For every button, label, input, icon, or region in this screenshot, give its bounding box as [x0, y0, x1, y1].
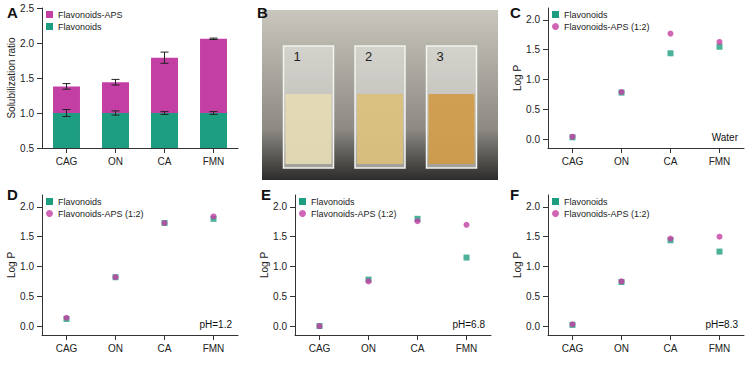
svg-text:FMN: FMN [203, 156, 225, 167]
svg-text:Flavonoids: Flavonoids [311, 197, 355, 207]
svg-text:2.0: 2.0 [526, 201, 540, 212]
svg-text:F: F [510, 186, 519, 203]
svg-text:B: B [257, 4, 268, 21]
svg-text:2.0: 2.0 [20, 201, 34, 212]
svg-text:CA: CA [664, 343, 678, 354]
svg-text:1.5: 1.5 [20, 73, 34, 84]
svg-text:Flavonoids-APS (1:2): Flavonoids-APS (1:2) [564, 209, 650, 219]
svg-text:1.0: 1.0 [526, 74, 540, 85]
svg-text:CA: CA [411, 343, 425, 354]
svg-text:Flavonoids-APS (1:2): Flavonoids-APS (1:2) [58, 209, 144, 219]
svg-text:CA: CA [664, 156, 678, 167]
svg-text:1.0: 1.0 [526, 261, 540, 272]
svg-text:CAG: CAG [309, 343, 331, 354]
svg-text:ON: ON [614, 156, 629, 167]
svg-text:CA: CA [158, 343, 172, 354]
svg-text:Flavonoids-APS (1:2): Flavonoids-APS (1:2) [311, 209, 397, 219]
svg-text:D: D [7, 186, 18, 203]
svg-text:0.0: 0.0 [20, 321, 34, 332]
svg-text:ON: ON [108, 343, 123, 354]
svg-text:CAG: CAG [562, 156, 584, 167]
svg-text:Flavonoids: Flavonoids [564, 10, 608, 20]
svg-text:1.0: 1.0 [20, 108, 34, 119]
svg-text:2.0: 2.0 [20, 38, 34, 49]
svg-text:CA: CA [158, 156, 172, 167]
svg-text:FMN: FMN [203, 343, 225, 354]
svg-text:0.5: 0.5 [526, 104, 540, 115]
svg-text:1.0: 1.0 [20, 261, 34, 272]
svg-text:0.0: 0.0 [526, 321, 540, 332]
svg-text:0.5: 0.5 [20, 291, 34, 302]
svg-text:Solubilization ratio: Solubilization ratio [6, 37, 17, 119]
svg-text:pH=1.2: pH=1.2 [199, 319, 232, 330]
svg-text:1.5: 1.5 [20, 231, 34, 242]
svg-text:Water: Water [712, 132, 739, 143]
svg-text:1.5: 1.5 [273, 231, 287, 242]
svg-text:3: 3 [437, 49, 444, 64]
svg-text:CAG: CAG [56, 343, 78, 354]
svg-text:Flavonoids-APS: Flavonoids-APS [58, 10, 123, 20]
svg-text:0.0: 0.0 [273, 321, 287, 332]
svg-text:FMN: FMN [456, 343, 478, 354]
svg-text:pH=6.8: pH=6.8 [452, 319, 485, 330]
svg-text:0.0: 0.0 [526, 134, 540, 145]
svg-text:1.5: 1.5 [526, 44, 540, 55]
svg-text:ON: ON [108, 156, 123, 167]
svg-text:FMN: FMN [709, 343, 731, 354]
svg-text:1: 1 [294, 49, 301, 64]
svg-text:Flavonoids-APS (1:2): Flavonoids-APS (1:2) [564, 22, 650, 32]
svg-text:2: 2 [365, 49, 372, 64]
svg-text:C: C [510, 4, 521, 21]
svg-text:Flavonoids: Flavonoids [58, 197, 102, 207]
svg-text:2.0: 2.0 [526, 14, 540, 25]
svg-text:A: A [7, 4, 18, 21]
svg-text:FMN: FMN [709, 156, 731, 167]
svg-text:Log P: Log P [512, 65, 523, 91]
svg-text:E: E [261, 186, 271, 203]
svg-text:ON: ON [614, 343, 629, 354]
svg-text:0.5: 0.5 [20, 143, 34, 154]
svg-text:Flavonoids: Flavonoids [58, 22, 102, 32]
svg-text:0.5: 0.5 [273, 291, 287, 302]
svg-text:0.5: 0.5 [526, 291, 540, 302]
svg-text:Flavonoids: Flavonoids [564, 197, 608, 207]
svg-text:CAG: CAG [562, 343, 584, 354]
svg-text:2.0: 2.0 [273, 201, 287, 212]
svg-text:Log P: Log P [512, 252, 523, 278]
svg-text:Log P: Log P [6, 252, 17, 278]
svg-text:pH=8.3: pH=8.3 [705, 319, 738, 330]
svg-text:CAG: CAG [56, 156, 78, 167]
svg-text:1.0: 1.0 [273, 261, 287, 272]
svg-text:Log P: Log P [259, 252, 270, 278]
svg-text:1.5: 1.5 [526, 231, 540, 242]
svg-text:ON: ON [361, 343, 376, 354]
svg-text:2.5: 2.5 [20, 3, 34, 14]
